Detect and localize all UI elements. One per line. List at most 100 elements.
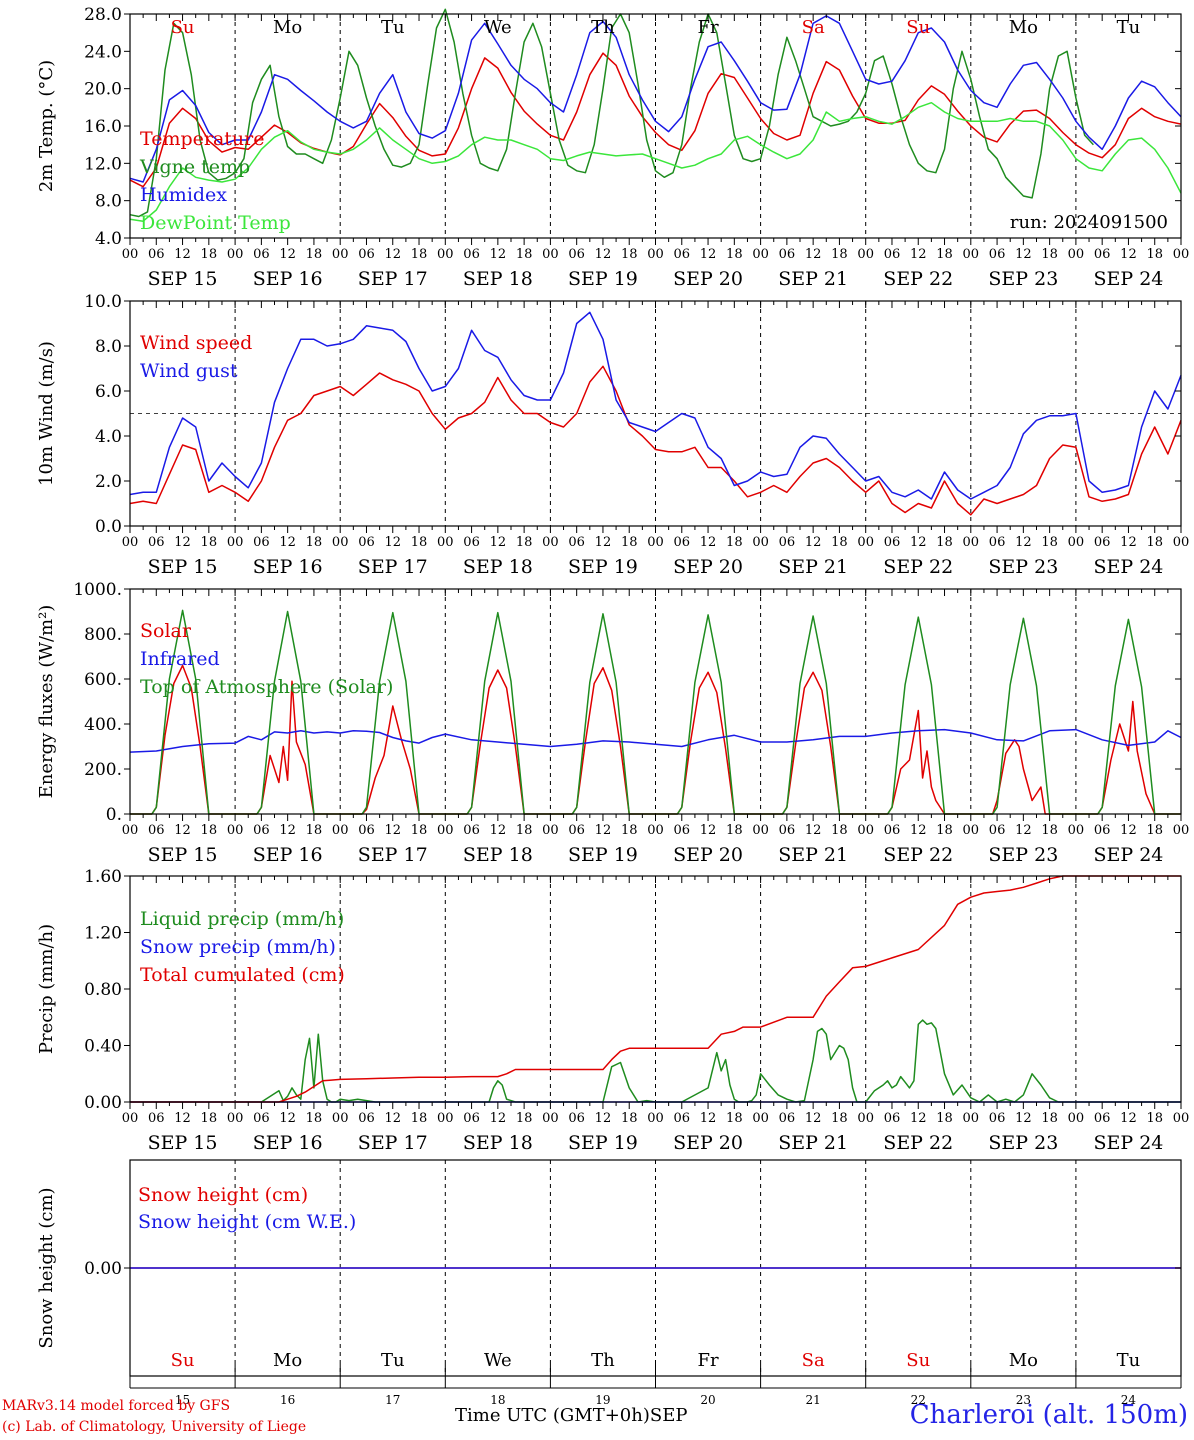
hour-label: 18 [831, 823, 848, 838]
hour-label: 18 [306, 823, 323, 838]
hour-label: 06 [568, 247, 585, 262]
hour-label: 12 [490, 1111, 507, 1126]
hour-label: 06 [358, 247, 375, 262]
y-tick-label: 1.20 [84, 924, 122, 944]
hour-label: 00 [647, 535, 664, 550]
hour-label: 06 [148, 247, 165, 262]
hour-label: 00 [122, 535, 139, 550]
hour-label: 18 [621, 247, 638, 262]
hour-label: 12 [910, 1111, 927, 1126]
date-label: SEP 21 [778, 268, 848, 290]
hour-label: 00 [963, 823, 980, 838]
hour-label: 06 [253, 535, 270, 550]
hour-label: 12 [1120, 535, 1137, 550]
y-axis-label: 10m Wind (m/s) [36, 341, 57, 486]
hour-label: 00 [1068, 535, 1085, 550]
hour-label: 12 [805, 535, 822, 550]
weekday-label: We [484, 1350, 512, 1371]
weekday-label: Th [591, 17, 615, 38]
hour-label: 00 [1173, 535, 1190, 550]
hour-label: 18 [1146, 1111, 1163, 1126]
hour-label: 00 [437, 247, 454, 262]
hour-label: 12 [384, 535, 401, 550]
hour-label: 06 [148, 823, 165, 838]
hour-label: 12 [910, 535, 927, 550]
panel-temperature: 4.0 8.0 12.0 16.0 20.0 24.0 28.0 2m Temp. (°C) 0… [36, 5, 1189, 290]
y-tick-label: 0. [106, 805, 122, 825]
hour-label: 06 [148, 535, 165, 550]
legend-entry: Humidex [140, 184, 227, 206]
day-number-label: 16 [280, 1393, 295, 1407]
y-tick-label: 800. [84, 625, 122, 645]
hour-label: 06 [463, 823, 480, 838]
hour-label: 12 [910, 823, 927, 838]
date-label: SEP 22 [883, 1132, 953, 1154]
y-tick-label: 0.40 [84, 1037, 122, 1057]
hour-label: 12 [595, 823, 612, 838]
weekday-label: Su [906, 17, 930, 38]
hour-label: 06 [568, 823, 585, 838]
legend-entry: Liquid precip (mm/h) [140, 908, 344, 930]
legend-entry: Wind speed [140, 332, 252, 354]
hour-label: 00 [542, 823, 559, 838]
panel-energy: 0. 200. 400. 600. 800. 1000. Energy fluxes (W/… [36, 580, 1189, 866]
hour-label: 18 [831, 247, 848, 262]
hour-label: 06 [884, 1111, 901, 1126]
panel-snow: 0.00 Snow height (cm) Su 15 Mo 16 Tu 17 We 18 Th 19… [36, 1159, 1182, 1407]
y-tick-label: 0.80 [84, 980, 122, 1000]
hour-label: 06 [674, 247, 691, 262]
hour-label: 06 [253, 247, 270, 262]
hour-label: 00 [122, 1111, 139, 1126]
weekday-label: Su [171, 17, 195, 38]
lab-credit: (c) Lab. of Climatology, University of L… [2, 1419, 307, 1435]
date-label: SEP 19 [568, 844, 638, 866]
series-humidex [129, 15, 1182, 183]
hour-label: 00 [227, 535, 244, 550]
day-number-label: 17 [385, 1393, 400, 1407]
hour-label: 18 [1041, 1111, 1058, 1126]
day-number-label: 23 [1016, 1393, 1031, 1407]
hour-label: 18 [1146, 823, 1163, 838]
y-tick-label: 28.0 [84, 5, 122, 25]
station-label: Charleroi (alt. 150m) [909, 1400, 1188, 1430]
hour-label: 06 [253, 1111, 270, 1126]
date-label: SEP 16 [253, 844, 323, 866]
date-label: SEP 22 [883, 556, 953, 578]
hour-label: 06 [779, 535, 796, 550]
hour-label: 12 [279, 823, 296, 838]
run-label: run: 2024091500 [1010, 212, 1168, 233]
series-wind-gust [129, 311, 1182, 500]
hour-label: 06 [884, 823, 901, 838]
hour-label: 06 [253, 823, 270, 838]
date-label: SEP 19 [568, 268, 638, 290]
hour-label: 00 [332, 1111, 349, 1126]
hour-label: 00 [752, 1111, 769, 1126]
hour-label: 12 [1120, 823, 1137, 838]
hour-label: 00 [332, 535, 349, 550]
hour-label: 06 [463, 247, 480, 262]
weekday-label: Th [591, 1350, 615, 1371]
hour-label: 00 [963, 535, 980, 550]
hour-label: 00 [437, 535, 454, 550]
hour-label: 06 [1094, 823, 1111, 838]
date-label: SEP 21 [778, 1132, 848, 1154]
y-tick-label: 20.0 [84, 80, 122, 100]
hour-label: 06 [674, 823, 691, 838]
date-label: SEP 22 [883, 268, 953, 290]
date-label: SEP 15 [148, 556, 218, 578]
hour-label: 06 [779, 1111, 796, 1126]
hour-label: 00 [1173, 823, 1190, 838]
hour-label: 12 [1120, 1111, 1137, 1126]
hour-label: 06 [463, 535, 480, 550]
series-vigne-temp [129, 8, 1094, 218]
hour-label: 06 [779, 823, 796, 838]
hour-label: 12 [174, 535, 191, 550]
hour-label: 06 [568, 535, 585, 550]
hour-label: 06 [1094, 535, 1111, 550]
y-tick-label: 16.0 [84, 117, 122, 137]
date-label: SEP 21 [778, 556, 848, 578]
hour-label: 18 [201, 1111, 218, 1126]
hour-label: 18 [936, 535, 953, 550]
weekday-label: Fr [698, 17, 719, 38]
